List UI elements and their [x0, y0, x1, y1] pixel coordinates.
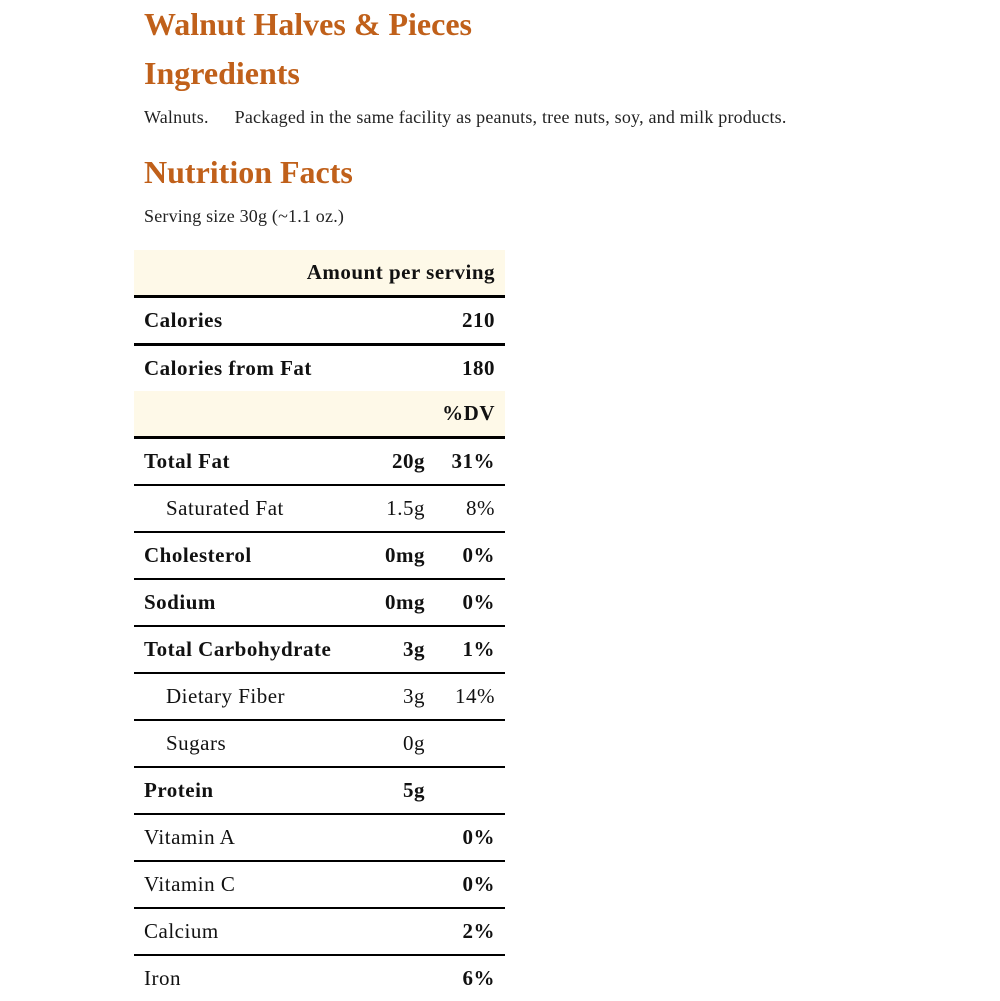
nutrient-row: Total Carbohydrate 3g 1% — [134, 626, 505, 674]
dv-header: %DV — [134, 391, 505, 439]
calories-label: Calories — [134, 296, 425, 346]
nutrient-row: Sugars 0g — [134, 720, 505, 768]
ingredients-list: Walnuts. — [144, 107, 209, 127]
dv-header-row: %DV — [134, 391, 505, 439]
amount-header: Amount per serving — [134, 250, 505, 298]
nutrient-dv: 31% — [425, 437, 505, 486]
nutrient-label: Saturated Fat — [134, 485, 355, 533]
nutrient-row: Vitamin C 0% — [134, 861, 505, 909]
nutrient-dv: 14% — [425, 673, 505, 721]
nutrient-amount: 0mg — [355, 532, 425, 580]
nutrient-label: Vitamin C — [134, 861, 355, 909]
nutrient-row: Vitamin A 0% — [134, 814, 505, 862]
nutrient-dv: 0% — [425, 532, 505, 580]
nutrient-label: Calcium — [134, 908, 355, 956]
nutrient-label: Total Fat — [134, 437, 355, 486]
serving-size: Serving size 30g (~1.1 oz.) — [144, 206, 345, 226]
nutrient-label: Sodium — [134, 579, 355, 627]
nutrient-amount: 3g — [355, 673, 425, 721]
nutrient-label: Total Carbohydrate — [134, 626, 355, 674]
nutrition-table: Amount per serving Calories 210 Calories … — [134, 250, 505, 1001]
nutrient-dv: 6% — [462, 966, 495, 990]
allergen-note: Packaged in the same facility as peanuts… — [234, 107, 787, 127]
nutrient-label: Iron — [144, 966, 181, 990]
product-title: Walnut Halves & Pieces — [144, 6, 472, 42]
nutrient-amount: 0g — [355, 720, 425, 768]
nutrient-label: Vitamin A — [134, 814, 355, 862]
nutrient-row: Calcium 2% — [134, 908, 505, 956]
nutrient-label: Protein — [134, 767, 355, 815]
calories-from-fat-value: 180 — [462, 356, 495, 380]
nutrient-row: Sodium 0mg 0% — [134, 579, 505, 627]
calories-from-fat-row: Calories from Fat 180 — [134, 345, 505, 392]
nutrient-dv — [425, 767, 505, 815]
nutrient-dv: 0% — [425, 861, 505, 909]
nutrient-dv: 0% — [425, 579, 505, 627]
nutrient-amount — [355, 814, 425, 862]
calories-value: 210 — [425, 296, 505, 346]
nutrient-label: Sugars — [134, 720, 355, 768]
nutrient-dv: 2% — [425, 908, 505, 956]
nutrient-label: Cholesterol — [134, 532, 355, 580]
nutrient-amount: 1.5g — [355, 485, 425, 533]
nutrient-amount — [355, 955, 425, 1001]
nutrient-row: Cholesterol 0mg 0% — [134, 532, 505, 580]
nutrient-dv: 8% — [425, 485, 505, 533]
nutrient-amount — [355, 908, 425, 956]
nutrient-row: Saturated Fat 1.5g 8% — [134, 485, 505, 533]
nutrient-row: Protein 5g — [134, 767, 505, 815]
nutrient-amount: 0mg — [355, 579, 425, 627]
nutrition-heading: Nutrition Facts — [144, 154, 353, 190]
nutrient-dv: 1% — [425, 626, 505, 674]
nutrient-amount — [355, 861, 425, 909]
nutrient-label: Dietary Fiber — [134, 673, 355, 721]
nutrient-row: Total Fat 20g 31% — [134, 437, 505, 486]
nutrient-dv — [425, 720, 505, 768]
calories-row: Calories 210 — [134, 296, 505, 346]
nutrient-dv: 0% — [425, 814, 505, 862]
calories-from-fat-label: Calories from Fat — [144, 356, 312, 380]
ingredients-heading: Ingredients — [144, 55, 300, 91]
nutrient-amount: 5g — [355, 767, 425, 815]
nutrient-amount: 3g — [355, 626, 425, 674]
nutrient-amount: 20g — [355, 437, 425, 486]
nutrient-row: Iron 6% — [134, 955, 505, 1001]
nutrient-row: Dietary Fiber 3g 14% — [134, 673, 505, 721]
ingredients-text: Walnuts. Packaged in the same facility as… — [144, 105, 787, 129]
amount-header-row: Amount per serving — [134, 250, 505, 298]
